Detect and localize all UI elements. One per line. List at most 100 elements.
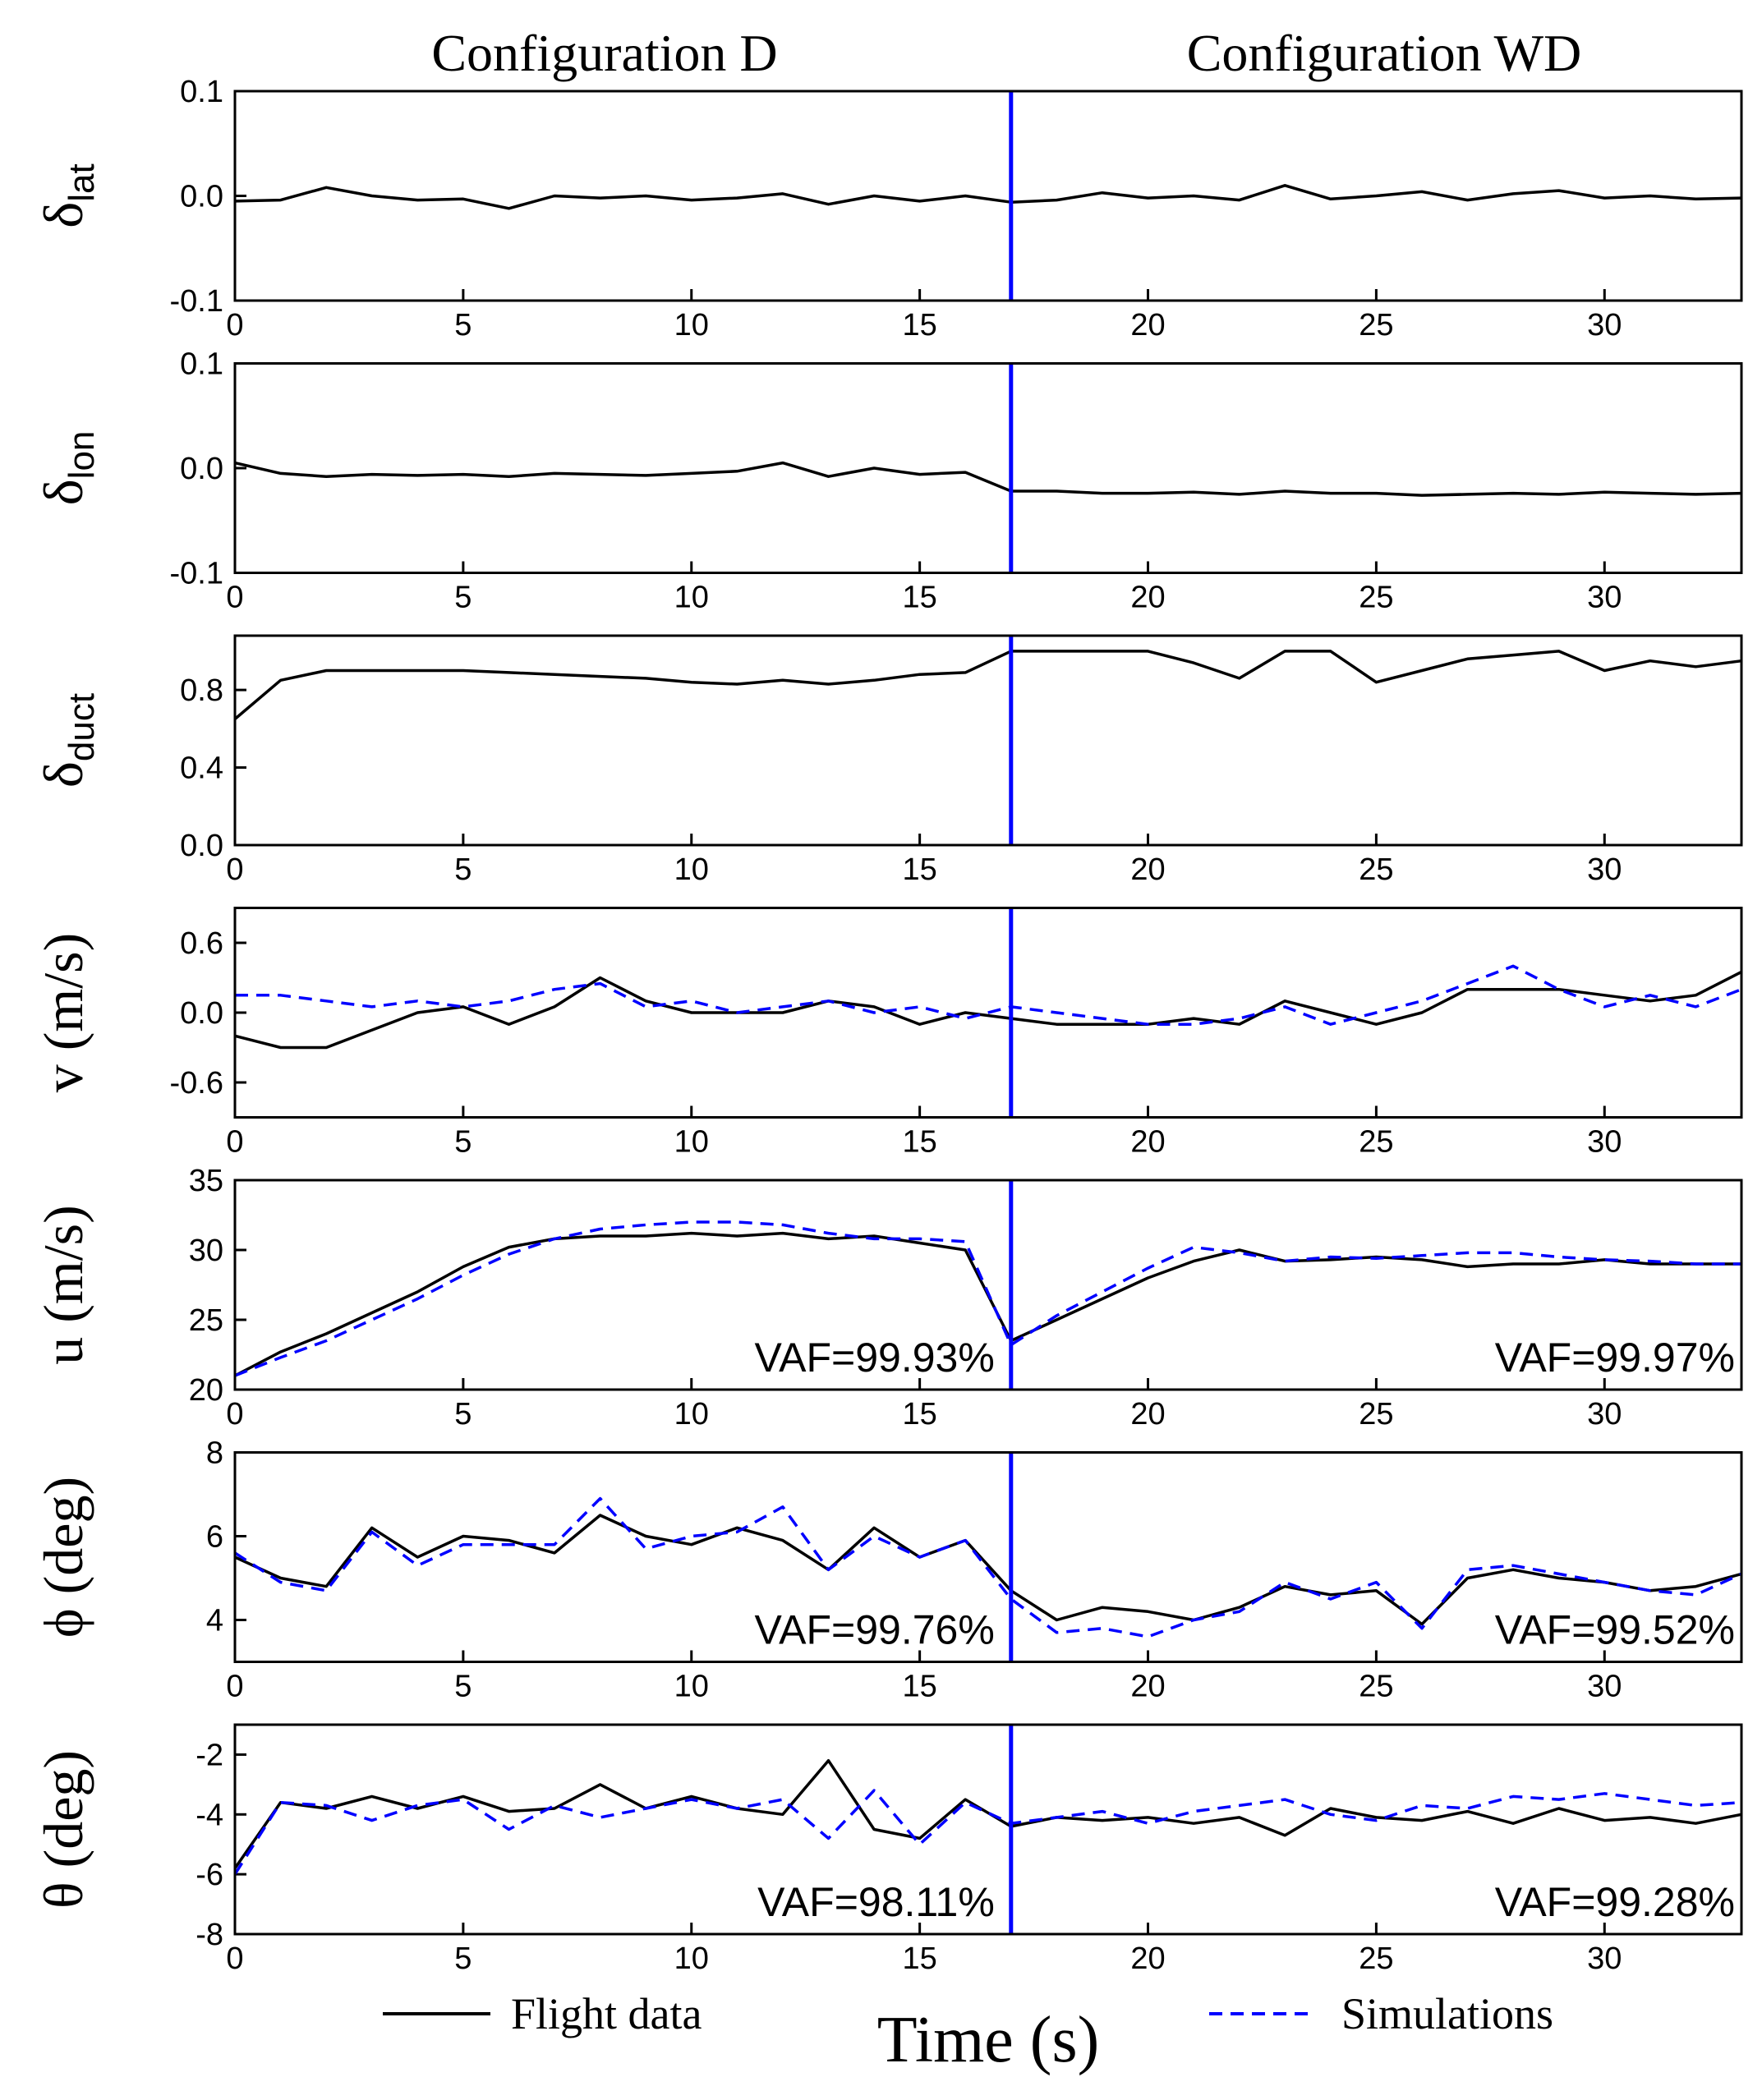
x-tick-label: 15 <box>902 852 936 887</box>
column-title: Configuration WD <box>1187 24 1582 82</box>
x-tick-label: 20 <box>1130 308 1165 342</box>
x-tick-label: 25 <box>1359 308 1393 342</box>
x-tick-label: 25 <box>1359 1941 1393 1976</box>
x-tick-label: 25 <box>1359 1397 1393 1431</box>
y-tick-label: 20 <box>189 1373 223 1408</box>
vaf-annotation: VAF=99.93% <box>754 1335 994 1381</box>
x-tick-label: 15 <box>902 1397 936 1431</box>
y-axis-label-main: θ (deg) <box>32 1750 94 1909</box>
x-tick-label: 0 <box>226 1941 243 1976</box>
y-tick-label: 0.6 <box>180 926 223 961</box>
x-tick-label: 25 <box>1359 1125 1393 1160</box>
y-tick-label: 8 <box>206 1436 223 1471</box>
y-tick-label: 0.4 <box>180 751 223 786</box>
vaf-annotation: VAF=99.28% <box>1495 1879 1735 1925</box>
x-tick-label: 5 <box>454 1941 472 1976</box>
plot-frame <box>233 907 1743 1119</box>
x-tick-label: 20 <box>1130 1125 1165 1160</box>
plot-frame <box>233 90 1743 302</box>
x-tick-label: 10 <box>674 1941 709 1976</box>
y-tick-label: 0.8 <box>180 673 223 708</box>
y-axis-label-main: u (m/s) <box>32 1205 94 1365</box>
y-tick-label: 0.1 <box>180 75 223 109</box>
x-tick-label: 5 <box>454 308 472 342</box>
plot-frame <box>233 1179 1743 1391</box>
plot-frame <box>233 634 1743 847</box>
x-tick-label: 0 <box>226 1670 243 1704</box>
x-tick-label: 25 <box>1359 581 1393 615</box>
y-tick-label: -8 <box>196 1918 223 1952</box>
y-tick-label: 4 <box>206 1604 223 1638</box>
data-line <box>233 1758 1742 1869</box>
x-tick-label: 10 <box>674 1670 709 1704</box>
x-tick-label: 10 <box>674 581 709 615</box>
y-axis-label: ϕ (deg) <box>32 1477 94 1638</box>
x-tick-label: 30 <box>1587 581 1622 615</box>
data-line <box>234 184 1742 210</box>
y-axis-label: θ (deg) <box>32 1750 94 1909</box>
y-tick-label: 35 <box>189 1164 223 1198</box>
x-tick-label: 5 <box>454 581 472 615</box>
y-axis-label-main: δ <box>32 202 94 228</box>
y-axis-label-main: δ <box>32 479 94 505</box>
y-tick-label: -0.1 <box>170 557 223 591</box>
data-line <box>234 1220 1741 1377</box>
legend-label: Flight data <box>511 1989 702 2038</box>
x-axis-label: Time (s) <box>877 2004 1099 2076</box>
x-tick-label: 10 <box>674 1397 709 1431</box>
x-tick-label: 20 <box>1130 581 1165 615</box>
y-tick-label: -0.6 <box>170 1066 223 1101</box>
y-axis-label-main: ϕ (deg) <box>32 1477 94 1638</box>
x-tick-label: 0 <box>226 1125 243 1160</box>
plot-frame <box>233 362 1743 574</box>
y-axis-label-main: v (m/s) <box>32 933 94 1093</box>
x-tick-label: 5 <box>454 852 472 887</box>
y-tick-label: -0.1 <box>170 284 223 319</box>
x-tick-label: 25 <box>1359 852 1393 887</box>
plot-frame <box>233 1723 1743 1936</box>
y-tick-label: 25 <box>189 1303 223 1338</box>
data-line <box>234 970 1742 1050</box>
x-tick-label: 15 <box>902 581 936 615</box>
y-axis-label: δlon <box>32 431 102 506</box>
x-tick-label: 0 <box>226 581 243 615</box>
plot-frame <box>233 1451 1743 1663</box>
x-tick-label: 25 <box>1359 1670 1393 1704</box>
x-tick-label: 5 <box>454 1125 472 1160</box>
x-tick-label: 5 <box>454 1670 472 1704</box>
x-tick-label: 0 <box>226 852 243 887</box>
y-axis-label-main: δ <box>32 761 94 788</box>
y-axis-label: δduct <box>32 693 102 788</box>
y-tick-label: 0.1 <box>180 347 223 382</box>
vaf-annotation: VAF=99.76% <box>754 1607 994 1653</box>
data-line <box>233 1789 1742 1876</box>
x-tick-label: 15 <box>902 1670 936 1704</box>
y-axis-label-sub: duct <box>62 693 102 761</box>
x-tick-label: 0 <box>226 1397 243 1431</box>
x-tick-label: 10 <box>674 308 709 342</box>
x-tick-label: 30 <box>1587 308 1622 342</box>
y-tick-label: -4 <box>196 1798 223 1832</box>
y-tick-label: -2 <box>196 1738 223 1772</box>
y-tick-label: 6 <box>206 1520 223 1555</box>
x-tick-label: 30 <box>1587 1941 1622 1976</box>
data-line <box>234 1496 1742 1638</box>
x-tick-label: 20 <box>1130 1941 1165 1976</box>
y-axis-label: δlat <box>32 163 102 228</box>
y-axis-label: v (m/s) <box>32 933 94 1093</box>
x-tick-label: 0 <box>226 308 243 342</box>
x-tick-label: 30 <box>1587 1670 1622 1704</box>
x-tick-label: 15 <box>902 1941 936 1976</box>
x-tick-label: 15 <box>902 308 936 342</box>
y-tick-label: -6 <box>196 1858 223 1892</box>
vaf-annotation: VAF=99.52% <box>1495 1607 1735 1653</box>
x-tick-label: 15 <box>902 1125 936 1160</box>
y-tick-label: 0.0 <box>180 452 223 486</box>
x-tick-label: 10 <box>674 1125 709 1160</box>
y-tick-label: 30 <box>189 1234 223 1268</box>
legend-label: Simulations <box>1341 1989 1553 2038</box>
column-title: Configuration D <box>431 24 777 82</box>
x-tick-label: 20 <box>1130 1397 1165 1431</box>
data-line <box>235 964 1742 1026</box>
